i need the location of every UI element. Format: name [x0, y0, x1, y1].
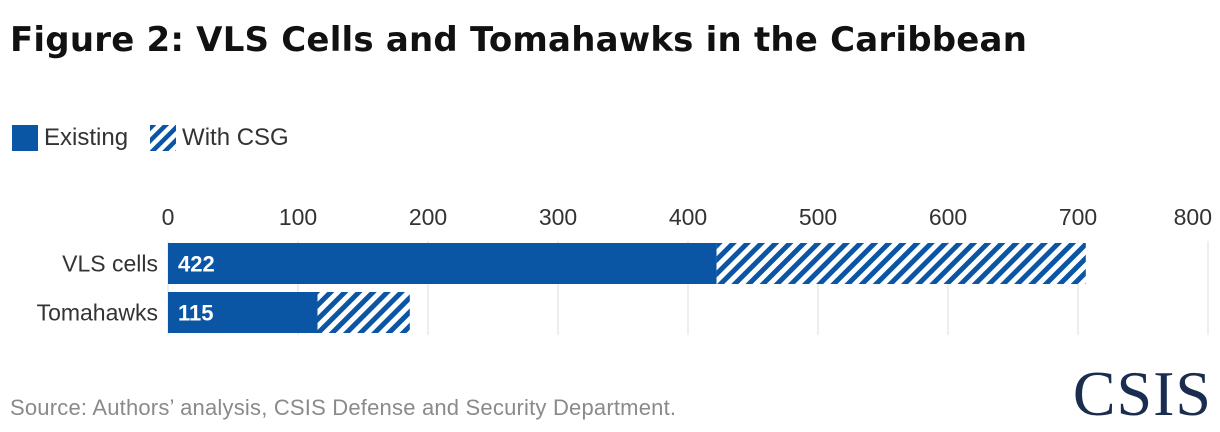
- category-label: Tomahawks: [37, 300, 158, 326]
- legend-label-with-csg: With CSG: [182, 124, 289, 151]
- x-tick-label: 500: [799, 204, 837, 230]
- legend-item-existing: Existing: [12, 124, 128, 152]
- source-note: Source: Authors’ analysis, CSIS Defense …: [10, 395, 677, 420]
- data-label: 422: [178, 252, 215, 277]
- legend-item-with-csg: With CSG: [150, 124, 289, 152]
- csis-logo: CSIS: [1072, 358, 1212, 429]
- bar-with-csg: [317, 292, 410, 333]
- bar-chart: 0 100 200 300 400 500 600 700 800 VLS cells 422 To…: [37, 204, 1212, 335]
- bar-with-csg: [716, 243, 1086, 284]
- x-axis-ticks: 0 100 200 300 400 500 600 700 800: [162, 204, 1212, 230]
- x-tick-label: 600: [929, 204, 967, 230]
- data-label: 115: [178, 301, 214, 326]
- bar-existing: [168, 243, 717, 284]
- x-tick-label: 100: [279, 204, 317, 230]
- x-tick-label: 300: [539, 204, 577, 230]
- legend-label-existing: Existing: [44, 124, 129, 151]
- category-label: VLS cells: [62, 251, 158, 277]
- legend-swatch-hatched: [150, 125, 177, 151]
- bars: VLS cells 422 Tomahawks 115: [37, 243, 1086, 333]
- chart-title: Figure 2: VLS Cells and Tomahawks in the…: [10, 20, 1028, 60]
- x-tick-label: 200: [409, 204, 447, 230]
- x-tick-label: 700: [1059, 204, 1097, 230]
- x-tick-label: 800: [1174, 204, 1212, 230]
- legend-swatch-solid: [12, 125, 38, 151]
- bar-existing: [168, 292, 318, 333]
- legend: Existing With CSG: [12, 124, 311, 152]
- x-tick-label: 0: [162, 204, 175, 230]
- x-tick-label: 400: [669, 204, 707, 230]
